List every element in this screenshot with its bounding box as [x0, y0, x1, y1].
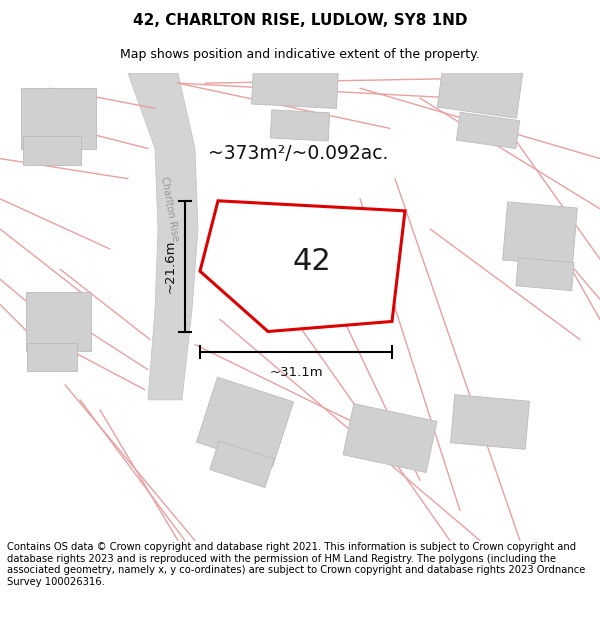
Polygon shape — [503, 202, 577, 266]
Polygon shape — [20, 88, 95, 149]
Polygon shape — [27, 342, 77, 371]
Polygon shape — [196, 377, 293, 467]
Text: ~31.1m: ~31.1m — [269, 366, 323, 379]
Text: Charlton Rise: Charlton Rise — [160, 176, 181, 242]
Polygon shape — [457, 112, 520, 149]
Polygon shape — [271, 110, 329, 141]
Text: Map shows position and indicative extent of the property.: Map shows position and indicative extent… — [120, 48, 480, 61]
Polygon shape — [128, 73, 198, 400]
Polygon shape — [251, 64, 338, 109]
Polygon shape — [437, 62, 523, 118]
Polygon shape — [25, 292, 91, 351]
Text: 42: 42 — [293, 247, 331, 276]
Text: Contains OS data © Crown copyright and database right 2021. This information is : Contains OS data © Crown copyright and d… — [7, 542, 586, 587]
Polygon shape — [516, 258, 574, 291]
Polygon shape — [343, 404, 437, 472]
Polygon shape — [210, 441, 274, 488]
Polygon shape — [200, 201, 405, 331]
Text: ~373m²/~0.092ac.: ~373m²/~0.092ac. — [208, 144, 388, 163]
Text: 42, CHARLTON RISE, LUDLOW, SY8 1ND: 42, CHARLTON RISE, LUDLOW, SY8 1ND — [133, 13, 467, 28]
Polygon shape — [451, 394, 529, 449]
Text: ~21.6m: ~21.6m — [164, 239, 177, 293]
Polygon shape — [23, 136, 81, 164]
